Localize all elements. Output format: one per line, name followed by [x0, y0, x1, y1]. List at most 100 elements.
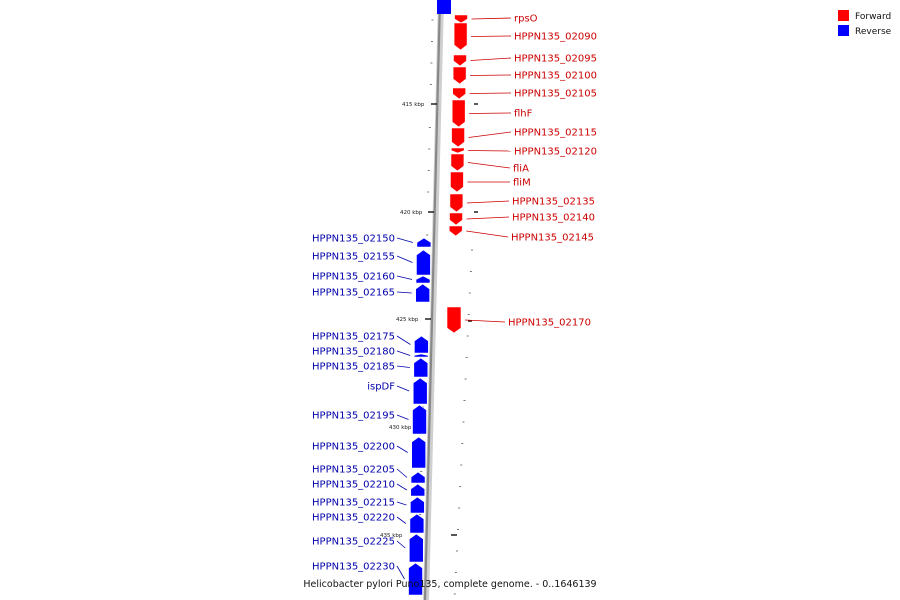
- reverse-gene-label: ispDF: [367, 382, 395, 393]
- backbone-layer: [423, 0, 444, 600]
- reverse-gene-label: HPPN135_02160: [312, 272, 395, 283]
- reverse-gene-arrow: [410, 496, 425, 514]
- label-leader-line: [470, 74, 512, 76]
- label-leader-line: [396, 350, 411, 356]
- reverse-gene-label: HPPN135_02220: [312, 513, 395, 524]
- forward-gene-label: HPPN135_02135: [512, 197, 595, 208]
- reverse-gene-arrow: [408, 562, 423, 596]
- label-leader-line: [396, 255, 413, 263]
- label-leader-line: [470, 57, 512, 61]
- reverse-gene-arrow: [415, 275, 431, 284]
- label-leader-line: [469, 92, 512, 94]
- forward-gene-label: HPPN135_02140: [512, 213, 595, 224]
- reverse-gene-arrow: [410, 483, 426, 497]
- label-leader-line: [466, 230, 509, 238]
- scale-label: 420 kbp: [400, 210, 423, 216]
- reverse-gene-arrow: [409, 513, 425, 534]
- label-leader-line: [396, 540, 406, 549]
- forward-gene-label: HPPN135_02145: [511, 233, 594, 244]
- forward-gene-arrow: [453, 22, 468, 51]
- reverse-gene-arrow: [413, 353, 429, 358]
- label-leader-line: [466, 216, 510, 220]
- forward-gene-arrow: [453, 54, 467, 67]
- forward-gene-label: HPPN135_02105: [514, 89, 597, 100]
- genome-backbone: [423, 0, 442, 600]
- forward-gene-arrow: [452, 66, 467, 85]
- label-leader-line: [468, 150, 512, 152]
- reverse-gene-arrow: [416, 249, 431, 276]
- forward-gene-label: fliM: [513, 178, 531, 189]
- scale-label: 430 kbp: [389, 425, 412, 431]
- reverse-gene-label: HPPN135_02230: [312, 562, 395, 573]
- reverse-gene-arrow: [415, 283, 430, 303]
- label-leader-line: [396, 275, 413, 280]
- label-leader-line: [396, 291, 412, 294]
- reverse-gene-label: HPPN135_02210: [312, 480, 395, 491]
- label-leader-line: [466, 200, 510, 204]
- reverse-gene-label: HPPN135_02205: [312, 465, 395, 476]
- reverse-gene-label: HPPN135_02225: [312, 537, 395, 548]
- reverse-gene-label: HPPN135_02195: [312, 411, 395, 422]
- reverse-gene-label: HPPN135_02180: [312, 347, 395, 358]
- reverse-gene-label: HPPN135_02165: [312, 288, 395, 299]
- label-leader-line: [396, 365, 410, 368]
- forward-gene-label: HPPN135_02115: [514, 128, 597, 139]
- reverse-gene-label: HPPN135_02215: [312, 498, 395, 509]
- forward-gene-arrow: [446, 306, 462, 334]
- forward-gene-arrow: [452, 87, 466, 100]
- forward-gene-arrow: [451, 127, 465, 148]
- label-leader-line: [468, 131, 512, 138]
- legend-swatch-forward: [838, 10, 849, 21]
- genome-caption: Helicobacter pylori Puno135, complete ge…: [303, 579, 596, 590]
- forward-gene-arrow: [449, 212, 463, 226]
- forward-gene-arrow: [454, 14, 468, 24]
- forward-gene-label: HPPN135_02090: [514, 32, 597, 43]
- reverse-gene-label: HPPN135_02175: [312, 332, 395, 343]
- label-leader-line: [469, 112, 512, 114]
- reverse-gene-label: HPPN135_02200: [312, 442, 395, 453]
- reverse-gene-arrow: [412, 404, 427, 435]
- label-leader-line: [396, 501, 407, 506]
- reverse-gene-label: HPPN135_02150: [312, 234, 395, 245]
- scale-label: 415 kbp: [402, 102, 425, 108]
- forward-gene-arrow: [450, 147, 465, 154]
- forward-gene-arrow: [450, 153, 465, 172]
- reverse-gene-arrow: [413, 357, 429, 378]
- reverse-gene-label: HPPN135_02155: [312, 252, 395, 263]
- gene-features: [408, 0, 468, 596]
- label-leader-line: [464, 319, 506, 323]
- forward-gene-label: HPPN135_02170: [508, 318, 591, 329]
- label-leader-line: [396, 335, 411, 345]
- forward-gene-arrow: [450, 171, 464, 193]
- forward-gene-label: HPPN135_02120: [514, 147, 597, 158]
- legend-label-reverse: Reverse: [855, 27, 892, 37]
- reverse-gene-arrow: [414, 335, 429, 354]
- label-leader-line: [396, 516, 407, 524]
- label-leader-line: [396, 414, 409, 420]
- scale-label: 435 kbp: [380, 533, 403, 539]
- label-leader-line: [396, 483, 407, 491]
- label-leader-line: [396, 565, 405, 580]
- legend: Forward Reverse: [838, 10, 892, 37]
- label-leader-line: [396, 468, 408, 478]
- scale-label: 425 kbp: [396, 317, 419, 323]
- reverse-gene-arrow: [408, 533, 424, 563]
- forward-gene-arrow: [448, 225, 463, 237]
- forward-gene-arrow: [449, 193, 464, 213]
- reverse-gene-arrow: [412, 377, 428, 405]
- forward-gene-label: fliA: [513, 164, 529, 175]
- label-leader-line: [396, 237, 414, 243]
- forward-gene-label: rpsO: [514, 14, 538, 25]
- label-leader-line: [467, 162, 511, 169]
- forward-gene-label: HPPN135_02100: [514, 71, 597, 82]
- gene-labels: rpsO HPPN135_02090 HPPN135_02095 HPPN135_02…: [312, 14, 597, 580]
- reverse-gene-arrow: [411, 436, 426, 469]
- reverse-gene-arrow: [410, 471, 426, 484]
- reverse-gene-arrow: [416, 237, 432, 248]
- label-leader-line: [396, 385, 410, 392]
- forward-gene-arrow: [451, 99, 466, 128]
- label-leader-line: [396, 445, 408, 453]
- label-leader-line: [471, 17, 512, 20]
